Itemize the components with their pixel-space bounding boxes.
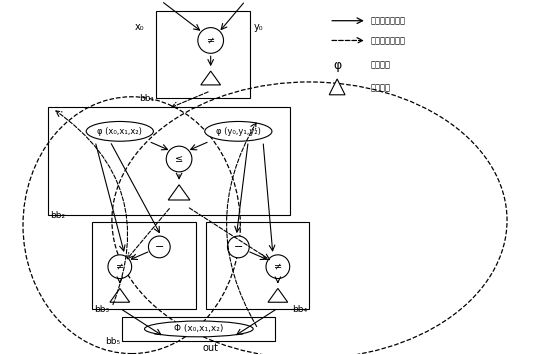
Text: bb₄: bb₄ <box>293 305 308 314</box>
Polygon shape <box>168 185 190 200</box>
Text: bb₃: bb₃ <box>94 305 109 314</box>
Text: y₀: y₀ <box>254 22 264 32</box>
Ellipse shape <box>144 321 253 337</box>
Text: ≠: ≠ <box>207 36 215 45</box>
Text: −: − <box>233 242 243 252</box>
Text: φ (x₀,x₁,x₂): φ (x₀,x₁,x₂) <box>98 127 142 136</box>
Text: φ (y₀,y₁,y₂): φ (y₀,y₁,y₂) <box>216 127 261 136</box>
Circle shape <box>166 146 192 172</box>
Text: 数据依赖关系边: 数据依赖关系边 <box>371 16 406 25</box>
Text: 分支操作: 分支操作 <box>371 83 391 92</box>
Bar <box>206 222 310 309</box>
Circle shape <box>108 255 132 279</box>
Polygon shape <box>201 71 221 85</box>
Bar <box>92 222 196 309</box>
Text: bb₂: bb₂ <box>50 211 65 220</box>
Ellipse shape <box>205 121 272 141</box>
Text: x₀: x₀ <box>135 22 144 32</box>
Polygon shape <box>110 288 130 302</box>
Text: Φ (x₀,x₁,x₂): Φ (x₀,x₁,x₂) <box>174 324 223 333</box>
Polygon shape <box>329 79 345 95</box>
Circle shape <box>149 236 170 258</box>
Circle shape <box>198 28 223 53</box>
Text: φ: φ <box>333 59 341 72</box>
Circle shape <box>266 255 290 279</box>
Bar <box>122 317 275 341</box>
Text: 操作节点: 操作节点 <box>371 61 391 70</box>
Circle shape <box>228 236 249 258</box>
Text: 控制依赖关系边: 控制依赖关系边 <box>371 36 406 45</box>
Text: ≠: ≠ <box>116 262 124 272</box>
Text: ≤: ≤ <box>175 154 183 164</box>
Text: bb₁: bb₁ <box>139 94 155 103</box>
Text: ≠: ≠ <box>274 262 282 272</box>
Polygon shape <box>268 288 288 302</box>
Bar <box>47 106 290 215</box>
Text: out: out <box>203 343 219 353</box>
Ellipse shape <box>86 121 154 141</box>
Text: −: − <box>155 242 164 252</box>
Bar <box>156 11 250 98</box>
Text: bb₅: bb₅ <box>104 337 120 346</box>
